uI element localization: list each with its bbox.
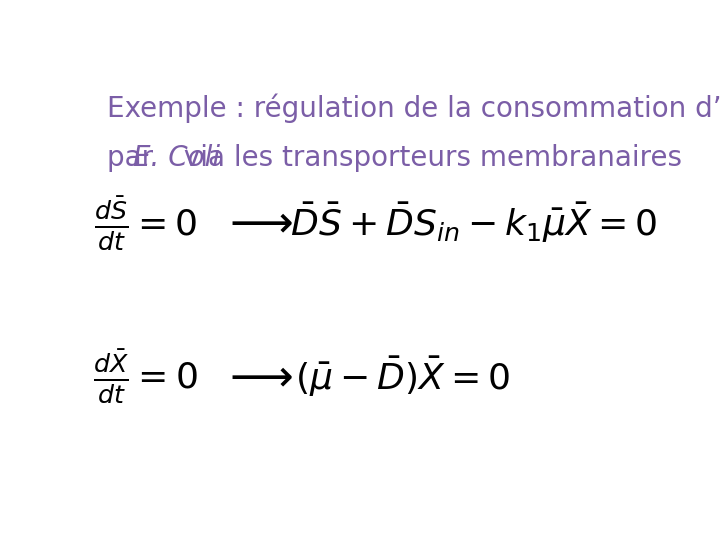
Text: $-\bar{D}\bar{S} + \bar{D}S_{in} - k_1\bar{\mu}\bar{X} = 0$: $-\bar{D}\bar{S} + \bar{D}S_{in} - k_1\b… [260, 201, 657, 245]
Text: $\frac{d\bar{S}}{dt} = 0$: $\frac{d\bar{S}}{dt} = 0$ [94, 194, 197, 252]
Text: $\frac{d\bar{X}}{dt} = 0$: $\frac{d\bar{X}}{dt} = 0$ [94, 348, 198, 406]
Text: Exemple : régulation de la consommation d’ammoniac: Exemple : régulation de la consommation … [107, 94, 720, 124]
Text: $\longrightarrow$: $\longrightarrow$ [221, 355, 294, 398]
Text: $(\bar{\mu} - \bar{D})\bar{X} = 0$: $(\bar{\mu} - \bar{D})\bar{X} = 0$ [295, 355, 510, 399]
Text: par: par [107, 144, 162, 172]
Text: E. Coli: E. Coli [133, 144, 220, 172]
Text: $\longrightarrow$: $\longrightarrow$ [221, 201, 294, 244]
Text: via les transporteurs membranaires: via les transporteurs membranaires [176, 144, 683, 172]
